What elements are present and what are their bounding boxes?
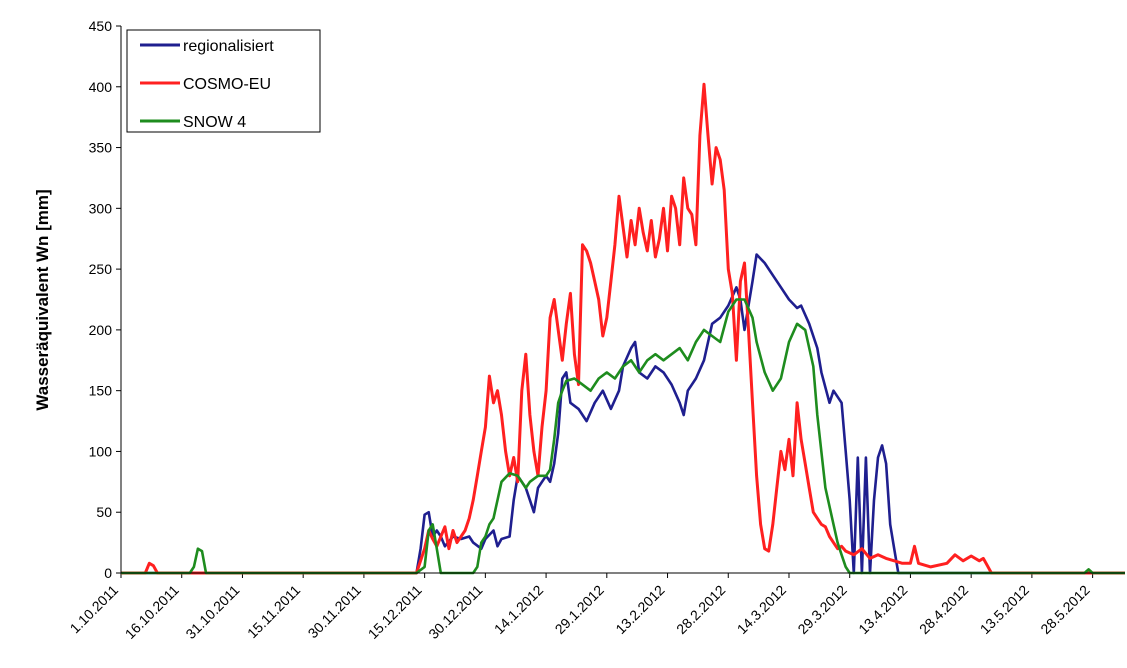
y-tick-label: 250 (89, 261, 113, 277)
legend-label: regionalisiert (183, 38, 274, 55)
legend: regionalisiert COSMO-EU SNOW 4 (126, 29, 321, 133)
legend-label: SNOW 4 (183, 114, 246, 131)
y-axis-title: Wasseräquivalent Wn [mm] (33, 189, 52, 410)
y-tick-label: 0 (104, 565, 112, 581)
y-tick-label: 450 (89, 18, 113, 34)
y-tick-label: 350 (89, 140, 113, 156)
y-tick-label: 150 (89, 383, 113, 399)
y-tick-label: 200 (89, 322, 113, 338)
legend-label: COSMO-EU (183, 76, 271, 93)
y-axis-ticks: 0 50 100 150 200 250 300 350 400 450 (89, 18, 121, 581)
series-line-regionalisiert (121, 253, 1125, 575)
legend-box (126, 29, 321, 133)
y-tick-label: 300 (89, 200, 113, 216)
y-tick-label: 50 (96, 504, 112, 520)
y-tick-label: 400 (89, 79, 113, 95)
y-tick-label: 100 (89, 443, 113, 459)
